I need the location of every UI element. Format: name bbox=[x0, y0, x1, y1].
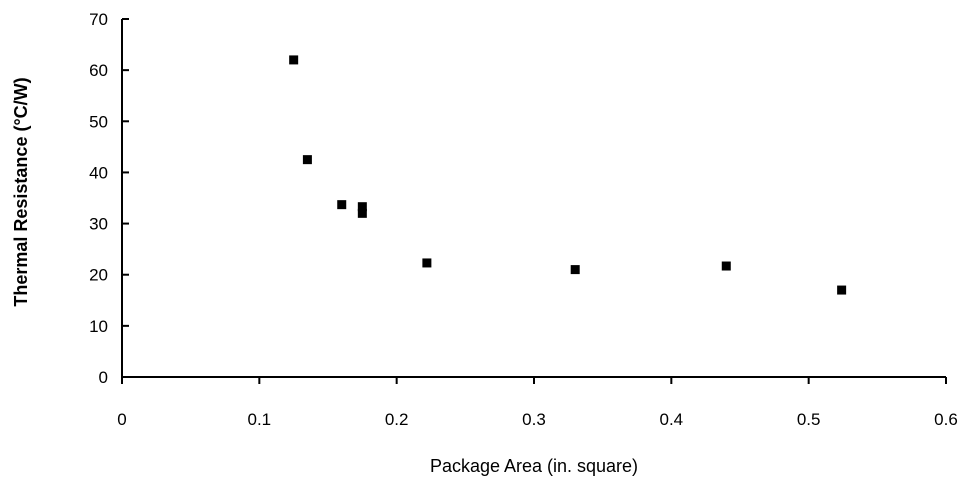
x-tick-label: 0.1 bbox=[248, 410, 272, 429]
y-tick-label: 50 bbox=[89, 112, 108, 131]
y-tick-label: 40 bbox=[89, 163, 108, 182]
data-point bbox=[721, 261, 731, 271]
data-point bbox=[570, 265, 580, 275]
x-tick-label: 0.6 bbox=[934, 410, 958, 429]
data-point bbox=[302, 155, 312, 165]
x-tick-label: 0.5 bbox=[797, 410, 821, 429]
data-point bbox=[837, 285, 847, 295]
data-point bbox=[357, 208, 367, 218]
y-tick-label: 30 bbox=[89, 215, 108, 234]
data-points bbox=[289, 55, 847, 295]
data-point bbox=[422, 258, 432, 268]
y-tick-label: 60 bbox=[89, 61, 108, 80]
data-point bbox=[289, 55, 299, 65]
x-axis-title: Package Area (in. square) bbox=[430, 456, 638, 476]
axes: 0 10 20 30 40 50 60 70 0 0.1 0.2 0.3 0.4 0.5 0.6 bbox=[89, 10, 958, 429]
x-tick-label: 0 bbox=[117, 410, 126, 429]
x-tick-label: 0.3 bbox=[522, 410, 546, 429]
data-point bbox=[357, 202, 367, 212]
y-tick-label: 10 bbox=[89, 317, 108, 336]
data-point bbox=[337, 200, 347, 210]
y-tick-label: 20 bbox=[89, 266, 108, 285]
y-tick-label: 70 bbox=[89, 10, 108, 29]
y-tick-label: 0 bbox=[99, 368, 108, 387]
x-tick-label: 0.4 bbox=[660, 410, 684, 429]
y-axis-title: Thermal Resistance (°C/W) bbox=[11, 77, 31, 306]
x-tick-label: 0.2 bbox=[385, 410, 409, 429]
